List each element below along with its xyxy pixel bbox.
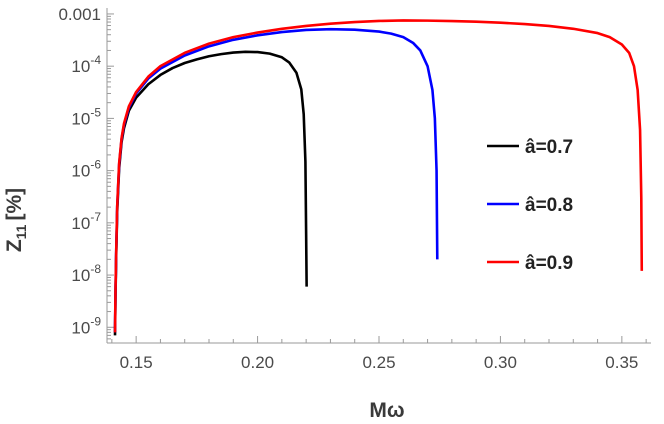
plot-frame (106, 8, 651, 344)
y-tick-label: 0.001 (58, 5, 101, 24)
y-axis-label: Z11 [%] (3, 188, 29, 252)
y-tick-base: 10 (71, 109, 90, 128)
y-tick-label: 10-7 (71, 210, 101, 233)
x-tick-label: 0.25 (362, 353, 395, 372)
legend-label: â=0.8 (525, 195, 573, 216)
y-tick-base: 10 (71, 318, 90, 337)
y-tick-label: 10-6 (71, 158, 101, 181)
axis-ticks: 0.15 0.20 0.25 0.30 0.3510-910-810-710-610-5… (58, 5, 647, 372)
x-tick-label: 0.20 (241, 353, 274, 372)
x-tick-label: 0.35 (605, 353, 638, 372)
y-tick-exponent: -8 (90, 262, 101, 276)
y-tick-base: 10 (71, 162, 90, 181)
y-tick-label: 10-9 (71, 314, 101, 337)
x-tick-label: 0.30 (484, 353, 517, 372)
legend-label: â=0.9 (525, 253, 573, 274)
x-tick-label: 0.15 (120, 353, 153, 372)
legend-label: â=0.7 (525, 137, 573, 158)
y-axis-label-subscript: 11 (13, 224, 29, 239)
series-line (113, 19, 644, 333)
y-tick-label: 10-8 (71, 262, 101, 285)
y-tick-base: 10 (71, 266, 90, 285)
y-tick-label: 10-5 (71, 105, 101, 128)
y-tick-base: 10 (71, 214, 90, 233)
y-tick-base: 10 (71, 57, 90, 76)
series-line (113, 50, 308, 336)
y-axis-label-unit: [%] (3, 188, 26, 221)
y-axis-label-main: Z (3, 239, 26, 252)
y-tick-exponent: -5 (90, 105, 101, 119)
data-curves (113, 19, 644, 336)
legend: â=0.7 â=0.8 â=0.9 (487, 137, 573, 274)
y-tick-exponent: -6 (90, 158, 101, 172)
x-axis-label: Mω (369, 399, 404, 422)
y-tick-label: 10-4 (71, 53, 101, 76)
y-tick-base: 0.001 (58, 5, 101, 24)
y-tick-exponent: -4 (90, 53, 101, 67)
y-tick-exponent: -9 (90, 314, 101, 328)
y-tick-exponent: -7 (90, 210, 101, 224)
